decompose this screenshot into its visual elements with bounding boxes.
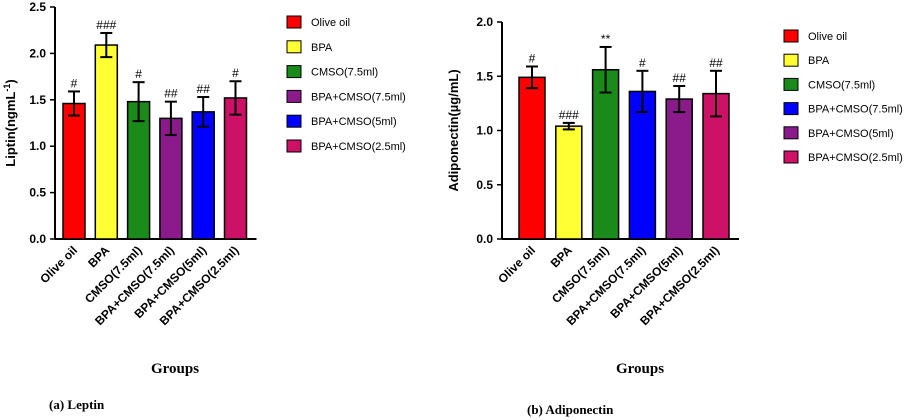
chart-caption: (b) Adiponectin: [527, 402, 614, 417]
legend-swatch: [286, 114, 302, 128]
x-tick-label: BPA: [85, 243, 112, 270]
significance-label: ##: [197, 82, 211, 96]
legend-swatch: [783, 53, 799, 67]
y-tick-label: 1.0: [476, 124, 493, 138]
y-axis-title: Adiponectin(µg/mL): [446, 69, 461, 191]
legend-swatch: [286, 15, 302, 29]
y-tick-label: 0.0: [29, 232, 46, 246]
y-tick-label: 0.0: [476, 232, 493, 246]
bar: [555, 125, 583, 240]
significance-label: #: [135, 67, 142, 81]
significance-label: #: [529, 51, 536, 65]
y-axis-title: Liptin(ngmL-1): [2, 79, 18, 166]
y-tick-label: 1.5: [29, 93, 46, 107]
bar: [518, 76, 546, 240]
significance-label: #: [232, 66, 239, 80]
legend-swatch: [783, 77, 799, 91]
legend-swatch: [286, 89, 302, 103]
legend-label: BPA: [311, 42, 333, 54]
y-tick-label: 0.5: [476, 178, 493, 192]
x-tick-label: Olive oil: [495, 243, 538, 286]
bar: [628, 90, 657, 240]
legend-label: CMSO(7.5ml): [808, 79, 875, 91]
legend-swatch: [783, 150, 799, 164]
legend-label: BPA+CMSO(7.5ml): [808, 104, 903, 116]
x-tick-label: Olive oil: [37, 243, 80, 286]
legend-label: CMSO(7.5ml): [311, 67, 378, 79]
legend-label: BPA+CMSO(7.5ml): [311, 91, 406, 103]
y-axis-title-text: Liptin(ngmL: [3, 92, 18, 167]
y-tick-label: 1.5: [476, 69, 493, 83]
legend-swatch: [783, 102, 799, 116]
significance-label: ###: [96, 18, 116, 32]
significance-label: #: [639, 56, 646, 70]
bar: [159, 117, 183, 240]
y-tick-label: 2.0: [29, 46, 46, 60]
legend-label: BPA+CMSO(5ml): [808, 128, 894, 140]
x-tick-label: BPA: [548, 243, 575, 270]
bar: [126, 100, 151, 240]
significance-label: ###: [559, 108, 579, 122]
y-tick-label: 0.5: [29, 186, 46, 200]
legend-swatch: [783, 126, 799, 140]
y-axis-title-close: ): [3, 79, 18, 83]
bar: [665, 98, 693, 240]
legend-swatch: [286, 139, 302, 153]
bar: [223, 97, 248, 240]
legend-label: BPA+CMSO(2.5ml): [311, 141, 406, 153]
legend: Olive oil BPA CMSO(7.5ml) BPA+CMSO(7.5ml) BP…: [286, 15, 406, 153]
chart-caption: (a) Leptin: [49, 397, 105, 412]
legend-label: BPA+CMSO(5ml): [311, 116, 397, 128]
significance-label: **: [601, 32, 611, 46]
legend: Olive oil BPA CMSO(7.5ml) BPA+CMSO(7.5ml) BP…: [783, 29, 903, 164]
legend-swatch: [783, 29, 799, 43]
legend-label: BPA+CMSO(2.5ml): [808, 152, 903, 164]
y-axis-title-sup: -1: [2, 84, 12, 92]
y-tick-label: 1.0: [29, 139, 46, 153]
bar: [591, 68, 620, 240]
legend-label: Olive oil: [808, 31, 847, 43]
y-axis-title-text: Adiponectin(µg/mL): [446, 69, 461, 191]
bar: [94, 44, 119, 240]
legend-label: BPA: [808, 55, 830, 67]
bar: [191, 111, 215, 240]
chart-adiponectin: 0.0 0.5 1.0 1.5 2.0 Adiponectin(µg/mL) # Olive …: [446, 15, 903, 417]
legend-swatch: [286, 40, 302, 54]
x-axis-title: Groups: [616, 361, 664, 377]
significance-label: ##: [673, 71, 687, 85]
y-tick-label: 2.0: [476, 15, 493, 29]
y-tick-label: 2.5: [29, 0, 46, 14]
significance-label: ##: [709, 56, 723, 70]
significance-label: ##: [164, 87, 178, 101]
significance-label: #: [71, 76, 78, 90]
chart-leptin: 0.0 0.5 1.0 1.5 2.0 2.5 Liptin(ngmL-1) # Olive o…: [2, 0, 406, 412]
bar: [702, 92, 730, 240]
legend-label: Olive oil: [311, 17, 350, 29]
x-axis-title: Groups: [151, 361, 199, 377]
legend-swatch: [286, 65, 302, 79]
bar: [62, 102, 86, 240]
